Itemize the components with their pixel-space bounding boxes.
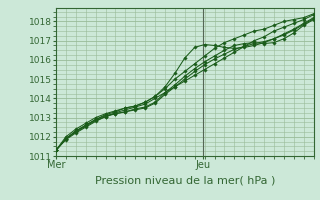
X-axis label: Pression niveau de la mer( hPa ): Pression niveau de la mer( hPa ) <box>95 176 275 186</box>
